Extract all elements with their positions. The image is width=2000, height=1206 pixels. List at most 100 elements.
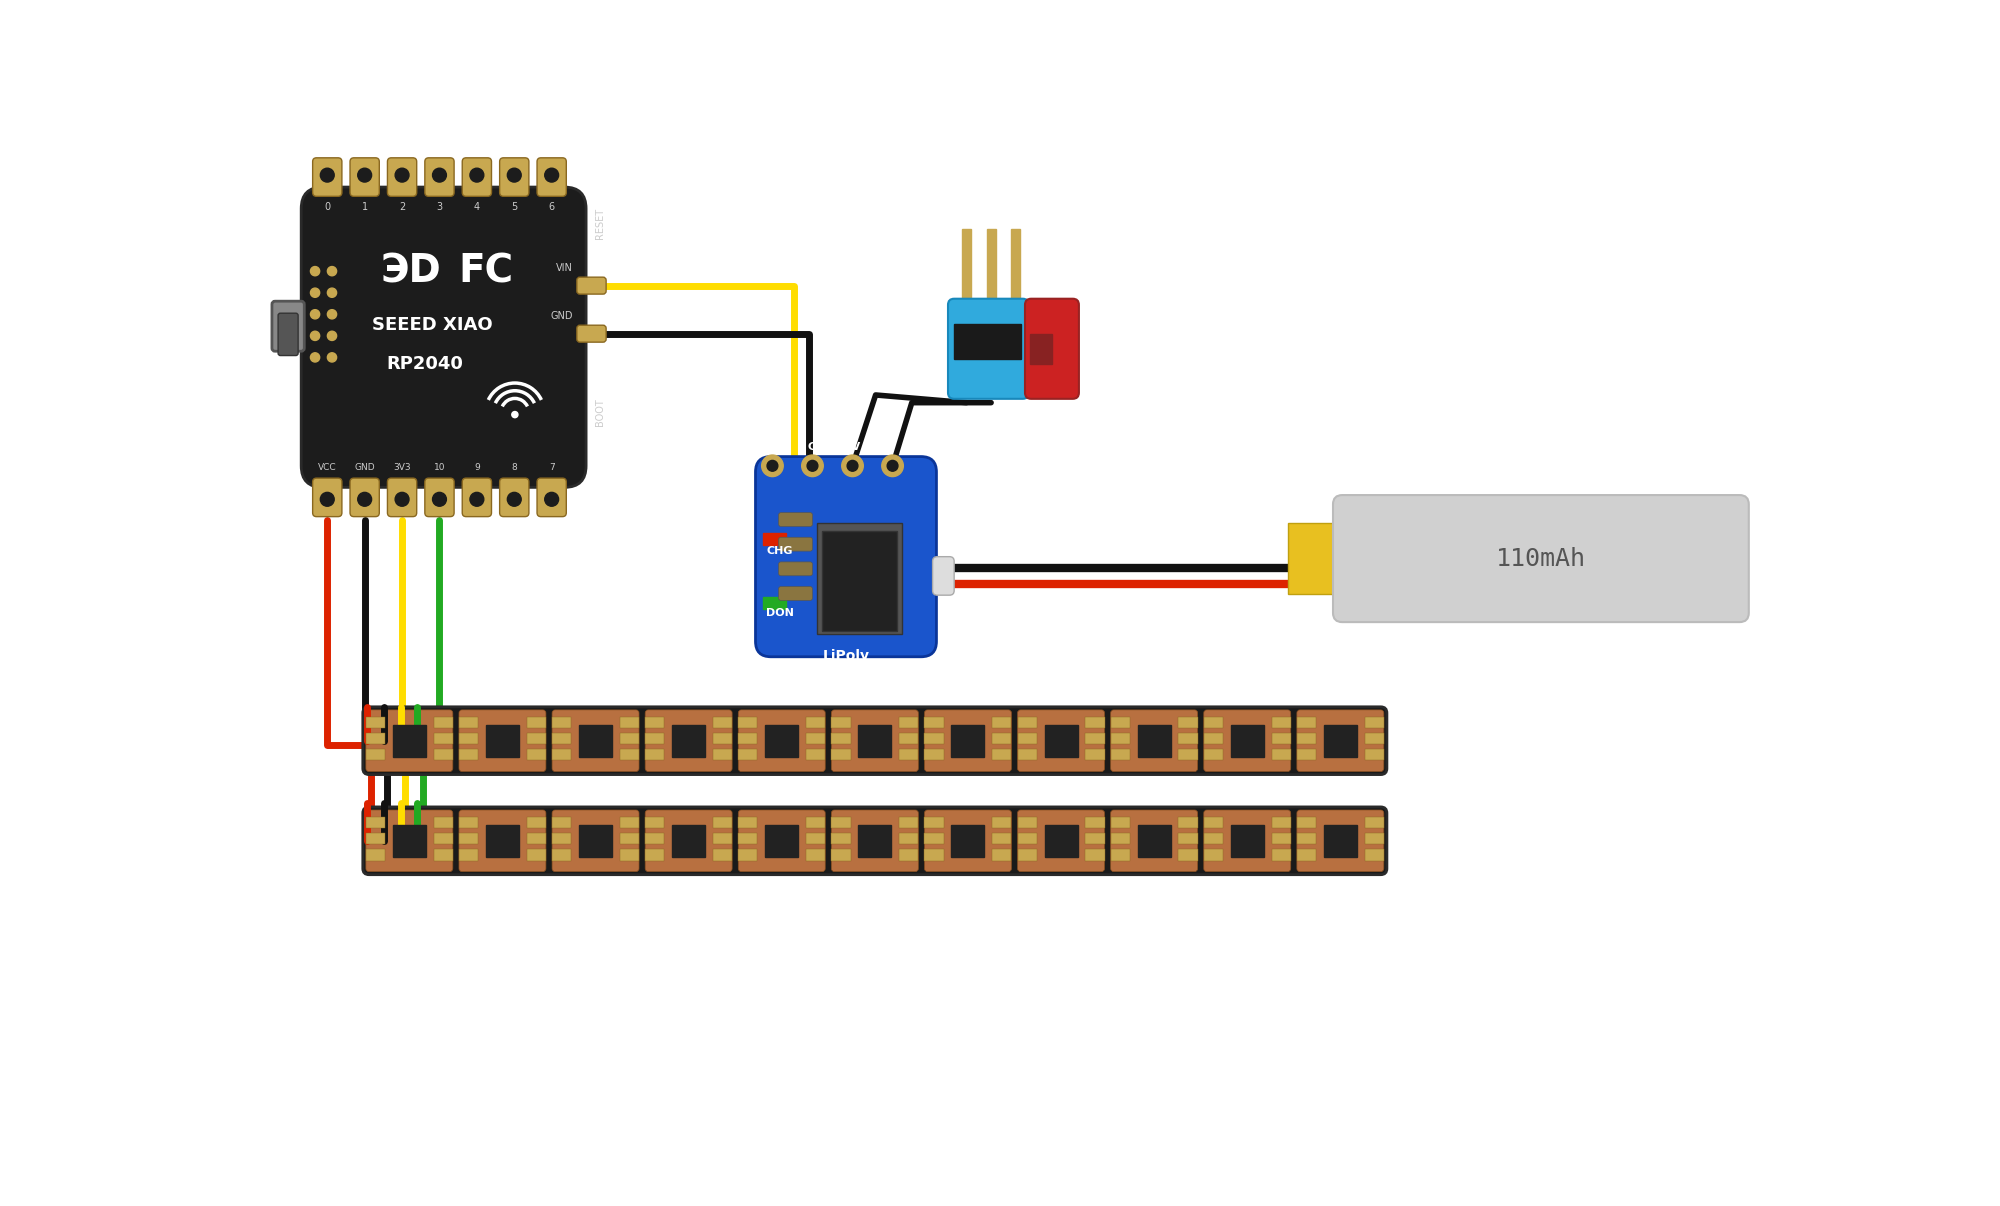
Bar	[924, 749, 944, 761]
Text: BOOT: BOOT	[594, 398, 604, 426]
Bar	[806, 849, 826, 861]
Bar	[1018, 718, 1036, 728]
Text: DON: DON	[766, 608, 794, 617]
Bar	[900, 818, 918, 829]
Bar	[712, 733, 732, 744]
Bar	[620, 749, 640, 761]
Bar	[1178, 833, 1198, 844]
Bar	[646, 733, 664, 744]
Circle shape	[470, 492, 484, 507]
Bar	[392, 825, 426, 856]
Bar	[366, 718, 386, 728]
Bar	[1110, 818, 1130, 829]
Bar	[620, 849, 640, 861]
FancyBboxPatch shape	[1018, 710, 1104, 772]
Bar	[806, 833, 826, 844]
Bar	[992, 718, 1012, 728]
FancyBboxPatch shape	[1332, 496, 1748, 622]
Bar	[552, 733, 572, 744]
Bar	[672, 725, 706, 756]
Circle shape	[396, 168, 410, 182]
Bar	[832, 749, 850, 761]
Bar	[738, 849, 758, 861]
Bar	[620, 733, 640, 744]
FancyBboxPatch shape	[362, 707, 1386, 774]
Bar	[366, 849, 386, 861]
FancyBboxPatch shape	[778, 537, 812, 551]
Bar	[434, 818, 452, 829]
Bar	[434, 849, 452, 861]
FancyBboxPatch shape	[932, 557, 954, 596]
Bar	[1018, 733, 1036, 744]
Circle shape	[888, 461, 898, 472]
Bar	[646, 818, 664, 829]
Bar	[1204, 833, 1222, 844]
Bar	[712, 749, 732, 761]
Bar	[1324, 825, 1356, 856]
Bar	[858, 725, 892, 756]
Text: CHG: CHG	[766, 545, 792, 556]
FancyBboxPatch shape	[1110, 810, 1198, 872]
Bar	[992, 818, 1012, 829]
Bar	[434, 749, 452, 761]
Bar	[646, 833, 664, 844]
Bar	[552, 818, 572, 829]
Bar	[992, 849, 1012, 861]
Bar	[924, 849, 944, 861]
Circle shape	[310, 353, 320, 362]
Text: LiPoly: LiPoly	[822, 649, 870, 663]
Circle shape	[310, 288, 320, 298]
Bar	[458, 718, 478, 728]
Text: 8: 8	[512, 463, 518, 472]
Bar	[712, 849, 732, 861]
Bar	[672, 825, 706, 856]
Bar	[822, 531, 898, 631]
Bar	[1178, 733, 1198, 744]
Bar	[434, 733, 452, 744]
Circle shape	[808, 461, 818, 472]
Bar	[832, 818, 850, 829]
Bar	[900, 849, 918, 861]
Bar	[764, 597, 786, 609]
Circle shape	[358, 168, 372, 182]
FancyBboxPatch shape	[538, 478, 566, 516]
Bar	[806, 818, 826, 829]
Bar	[992, 833, 1012, 844]
Bar	[900, 749, 918, 761]
Bar	[366, 833, 386, 844]
FancyBboxPatch shape	[388, 478, 416, 516]
Bar	[580, 725, 612, 756]
Text: RP2040: RP2040	[386, 356, 464, 373]
Text: 2: 2	[398, 203, 406, 212]
Bar	[1324, 725, 1356, 756]
Bar	[646, 718, 664, 728]
Text: 5V: 5V	[844, 441, 860, 452]
FancyBboxPatch shape	[388, 158, 416, 197]
Bar	[1230, 825, 1264, 856]
Bar	[1364, 733, 1384, 744]
Bar	[366, 749, 386, 761]
Text: 0: 0	[324, 203, 330, 212]
Circle shape	[842, 455, 864, 476]
Bar	[1204, 818, 1222, 829]
FancyBboxPatch shape	[778, 562, 812, 575]
Text: RESET: RESET	[594, 207, 604, 239]
FancyBboxPatch shape	[832, 810, 918, 872]
FancyBboxPatch shape	[832, 710, 918, 772]
Bar	[580, 825, 612, 856]
Bar	[924, 818, 944, 829]
Bar	[1364, 749, 1384, 761]
FancyBboxPatch shape	[1204, 810, 1290, 872]
Bar	[738, 718, 758, 728]
FancyBboxPatch shape	[458, 710, 546, 772]
Bar	[1086, 749, 1104, 761]
Bar	[832, 733, 850, 744]
Bar	[1204, 849, 1222, 861]
Text: 1: 1	[362, 203, 368, 212]
FancyBboxPatch shape	[462, 478, 492, 516]
FancyBboxPatch shape	[362, 807, 1386, 874]
Bar	[1110, 733, 1130, 744]
Bar	[620, 833, 640, 844]
Bar	[1178, 849, 1198, 861]
Bar	[1044, 825, 1078, 856]
